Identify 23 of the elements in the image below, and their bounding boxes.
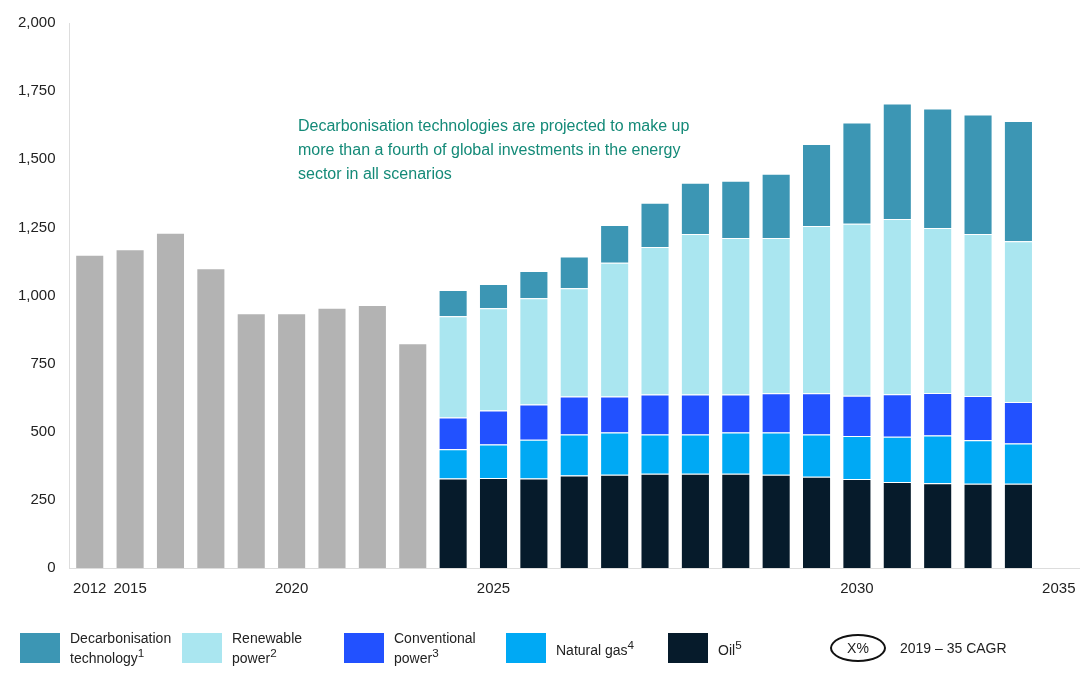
y-tick-label: 2,000 bbox=[17, 13, 56, 31]
y-tick-label: 1,750 bbox=[17, 81, 56, 99]
x-tick-label: 2012 bbox=[73, 579, 107, 597]
legend-label: Oil$^{5}$ bbox=[718, 638, 743, 658]
y-tick-label: 1,250 bbox=[17, 217, 56, 235]
x-tick-label: 2025 bbox=[476, 579, 511, 597]
annotation: Decarbonisation technologies are projected to make up more than a fourth of global investments in the energy sector in all scenarios bbox=[298, 116, 691, 184]
legend-label: Natural gas$^{4}$ bbox=[556, 638, 636, 658]
x-tick-label: 2020 bbox=[274, 579, 309, 597]
y-tick-label: 0 bbox=[47, 558, 56, 576]
legend-label: Conventional power$^{3}$ bbox=[394, 630, 477, 666]
y-tick-label: 500 bbox=[30, 421, 56, 439]
x-tick-label: 2035 bbox=[1042, 579, 1076, 597]
ellipse-icon: X% bbox=[830, 633, 886, 662]
x-tick-label: 2030 bbox=[840, 579, 874, 597]
y-tick-label: 250 bbox=[30, 490, 56, 508]
text: 2019 – 35 CAGR bbox=[900, 639, 1007, 656]
y-tick-label: 1,000 bbox=[17, 285, 56, 303]
legend-label: Renewable power$^{2}$ bbox=[232, 630, 304, 666]
y-tick-label: 750 bbox=[30, 353, 56, 371]
legend-label: Decarbonisation technology$^{1}$ bbox=[70, 630, 172, 666]
y-tick-label: 1,500 bbox=[17, 149, 56, 167]
x-tick-label: 2015 bbox=[113, 579, 147, 597]
